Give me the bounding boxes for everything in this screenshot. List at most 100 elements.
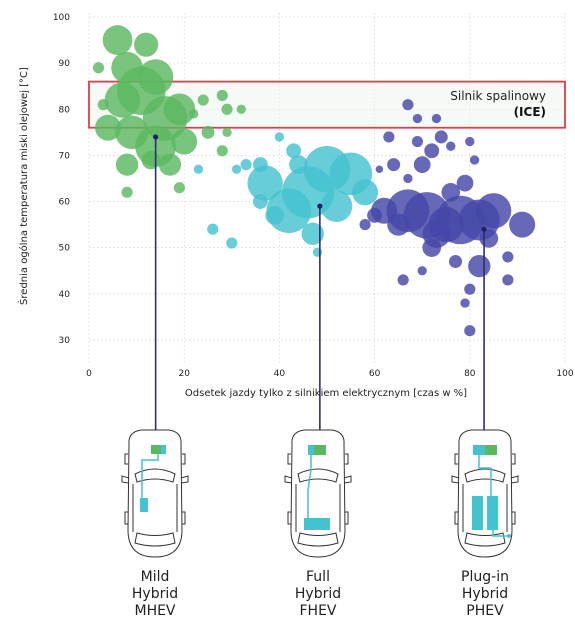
phev-marker — [481, 226, 487, 232]
phev-bubble — [375, 165, 384, 173]
fhev-bubble — [252, 194, 268, 209]
fhev-label-line1: Full — [306, 569, 330, 585]
fhev-bubble — [265, 206, 284, 225]
mhev-bubble — [95, 114, 122, 141]
fhev-bubble — [240, 159, 252, 171]
bubbles — [92, 25, 536, 337]
mhev-label-line2: Hybrid — [132, 586, 178, 602]
phev-bubble — [367, 207, 383, 223]
mhev-car-icon — [121, 429, 189, 558]
mhev-bubble — [115, 153, 139, 176]
x-tick-label: 60 — [369, 369, 381, 379]
ice-label-line2: (ICE) — [514, 105, 546, 119]
mhev-bubble — [222, 127, 232, 137]
phev-bubble — [456, 174, 474, 192]
mhev-bubble — [104, 82, 140, 118]
phev-bubble — [464, 325, 476, 337]
phev-bubble — [417, 266, 427, 276]
y-tick-label: 30 — [59, 336, 71, 346]
phev-bubble — [469, 155, 480, 165]
y-tick-label: 80 — [59, 105, 71, 115]
ice-label-line1: Silnik spalinowy — [450, 89, 546, 103]
mhev-bubble — [173, 182, 186, 194]
phev-bubble — [402, 99, 414, 111]
fhev-bubble — [231, 164, 242, 174]
fhev-car-icon — [284, 429, 352, 558]
fhev-bubble — [193, 164, 204, 174]
y-tick-label: 60 — [59, 198, 71, 208]
y-tick-label: 90 — [59, 59, 71, 69]
mhev-bubble — [221, 103, 233, 115]
fhev-bubble — [252, 157, 268, 173]
fhev-bubble — [286, 143, 302, 159]
mhev-bubble — [189, 109, 199, 119]
battery-icon — [487, 496, 498, 530]
phev-label-line2: Hybrid — [462, 586, 508, 602]
y-tick-label: 100 — [53, 13, 70, 23]
x-tick-labels: 0 20 40 60 80 100 — [86, 369, 574, 379]
mhev-bubble — [197, 94, 209, 106]
x-axis-title: Odsetek jazdy tylko z silnikiem elektryc… — [185, 388, 467, 399]
phev-bubble — [383, 131, 395, 143]
x-tick-label: 20 — [178, 369, 190, 379]
phev-label-line1: Plug-in — [461, 569, 509, 585]
y-tick-labels: 100 90 80 70 60 50 40 30 — [53, 13, 70, 346]
fhev-bubble — [301, 222, 324, 245]
motor-icon — [308, 445, 314, 455]
fhev-bubble — [320, 190, 353, 222]
fhev-label-line3: FHEV — [299, 603, 336, 619]
fhev-marker — [317, 203, 323, 209]
y-tick-label: 40 — [59, 290, 71, 300]
phev-bubble — [479, 229, 499, 248]
battery-icon — [140, 498, 148, 512]
phev-bubble — [475, 193, 512, 229]
x-tick-label: 40 — [274, 369, 286, 379]
fhev-bubble — [207, 223, 219, 235]
phev-label-line3: PHEV — [466, 603, 504, 619]
mhev-bubble — [141, 150, 161, 170]
battery-icon — [304, 518, 330, 530]
phev-bubble — [502, 274, 514, 286]
x-tick-label: 80 — [464, 369, 476, 379]
phev-bubble — [413, 156, 431, 173]
phev-car-icon — [451, 429, 519, 558]
engine-icon — [151, 445, 161, 454]
motor-icon — [161, 445, 166, 454]
mhev-label-line1: Mild — [141, 569, 170, 585]
phev-bubble — [465, 136, 475, 147]
phev-bubble — [502, 251, 514, 263]
engine-icon — [314, 445, 326, 455]
mhev-bubble — [171, 128, 198, 155]
mhev-bubble — [201, 125, 215, 139]
y-axis-title: Średnia ogólna temperatura miski olejowe… — [17, 67, 30, 305]
connector-lines — [153, 134, 487, 430]
fhev-label-line2: Hybrid — [295, 586, 341, 602]
y-tick-label: 70 — [59, 151, 71, 161]
phev-bubble — [441, 183, 461, 202]
phev-bubble — [449, 254, 463, 269]
fhev-bubble — [352, 179, 379, 206]
fhev-bubble — [289, 155, 308, 174]
phev-bubble — [387, 158, 401, 172]
engine-icon — [485, 445, 497, 455]
mhev-label-line3: MHEV — [134, 603, 175, 619]
mhev-marker — [153, 134, 159, 140]
mhev-bubble — [216, 145, 228, 157]
motor-icon — [473, 445, 485, 455]
phev-bubble — [431, 113, 442, 124]
charge-port-icon — [507, 534, 511, 538]
fhev-bubble — [247, 165, 283, 201]
phev-bubble — [434, 130, 448, 144]
y-tick-label: 50 — [59, 244, 71, 254]
phev-bubble — [411, 135, 424, 148]
phev-bubble — [464, 283, 476, 295]
phev-bubble — [460, 298, 470, 308]
mhev-bubble — [121, 186, 133, 198]
phev-bubble — [509, 211, 536, 238]
vehicle-icons — [121, 429, 519, 558]
x-tick-label: 0 — [86, 369, 92, 379]
mhev-bubble — [216, 89, 228, 102]
phev-bubble — [412, 113, 423, 124]
x-tick-label: 100 — [556, 369, 573, 379]
